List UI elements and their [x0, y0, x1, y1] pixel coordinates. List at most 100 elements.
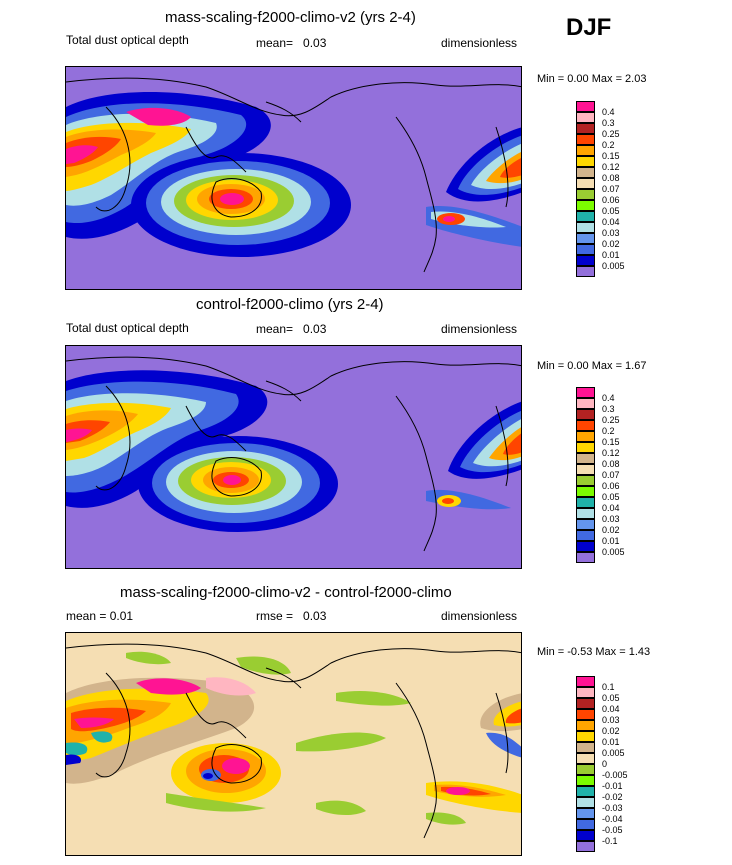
panel-1-colorbar-label: 0.03: [602, 228, 620, 238]
panel-1-colorbar-swatch: [576, 211, 595, 222]
panel-3-colorbar-swatch: [576, 786, 595, 797]
panel-1-colorbar-label: 0.06: [602, 195, 620, 205]
panel-1-colorbar-label: 0.005: [602, 261, 625, 271]
panel-3-colorbar-swatch: [576, 797, 595, 808]
panel-3-colorbar-swatch: [576, 742, 595, 753]
panel-2-colorbar-label: 0.08: [602, 459, 620, 469]
panel-2-colorbar-swatch: [576, 519, 595, 530]
panel-3-colorbar-swatch: [576, 687, 595, 698]
panel-2-colorbar-label: 0.25: [602, 415, 620, 425]
panel-3-colorbar-swatch: [576, 676, 595, 687]
panel-1-colorbar-swatch: [576, 134, 595, 145]
panel-1-colorbar-swatch: [576, 123, 595, 134]
panel-2-colorbar-swatch: [576, 497, 595, 508]
panel-2-colorbar-swatch: [576, 530, 595, 541]
panel-1-colorbar-swatch: [576, 167, 595, 178]
panel-1-minmax: Min = 0.00 Max = 2.03: [537, 73, 647, 85]
panel-1-colorbar-label: 0.25: [602, 129, 620, 139]
panel-1-colorbar-swatch: [576, 112, 595, 123]
panel-2-colorbar-swatch: [576, 453, 595, 464]
panel-1-map: [65, 66, 522, 290]
panel-3-colorbar-label: -0.1: [602, 836, 618, 846]
panel-2-colorbar-swatch: [576, 541, 595, 552]
panel-2-map-svg: [66, 346, 521, 568]
panel-1-colorbar-swatch: [576, 266, 595, 277]
panel-2-colorbar-label: 0.005: [602, 547, 625, 557]
panel-1-colorbar-label: 0.07: [602, 184, 620, 194]
panel-1-colorbar-swatch: [576, 244, 595, 255]
panel-3-colorbar-label: 0.02: [602, 726, 620, 736]
panel-1-mean-label: mean= 0.03: [256, 36, 326, 50]
panel-2-colorbar-label: 0.04: [602, 503, 620, 513]
panel-1-colorbar-label: 0.08: [602, 173, 620, 183]
panel-2-colorbar-label: 0.07: [602, 470, 620, 480]
panel-3-map-svg: [66, 633, 521, 855]
panel-2-variable-label: Total dust optical depth: [66, 321, 189, 335]
panel-2-mean-value: 0.03: [303, 322, 327, 336]
panel-2-colorbar-label: 0.01: [602, 536, 620, 546]
panel-1-colorbar-swatch: [576, 200, 595, 211]
panel-2-colorbar-swatch: [576, 420, 595, 431]
panel-3-colorbar-swatch: [576, 775, 595, 786]
panel-3-colorbar-label: -0.02: [602, 792, 623, 802]
season-label: DJF: [566, 14, 612, 41]
panel-1-colorbar-label: 0.01: [602, 250, 620, 260]
panel-3-rmse-label: rmse = 0.03: [256, 609, 326, 623]
panel-3-map: [65, 632, 522, 856]
panel-2-colorbar-swatch: [576, 475, 595, 486]
panel-2-colorbar-label: 0.05: [602, 492, 620, 502]
panel-3-colorbar-swatch: [576, 753, 595, 764]
panel-2-colorbar-swatch: [576, 431, 595, 442]
panel-3-colorbar-label: 0: [602, 759, 608, 769]
panel-2-units: dimensionless: [441, 322, 518, 336]
panel-1-colorbar-swatch: [576, 222, 595, 233]
panel-2-colorbar-label: 0.03: [602, 514, 620, 524]
panel-2-minmax: Min = 0.00 Max = 1.67: [537, 360, 647, 372]
panel-1-colorbar-swatch: [576, 255, 595, 266]
panel-3-colorbar-swatch: [576, 830, 595, 841]
panel-3-title: mass-scaling-f2000-climo-v2 - control-f2…: [120, 584, 452, 601]
panel-1-units: dimensionless: [441, 36, 518, 50]
panel-3-colorbar-swatch: [576, 698, 595, 709]
panel-1-colorbar-label: 0.2: [602, 140, 615, 150]
panel-3-colorbar-label: 0.01: [602, 737, 620, 747]
panel-1-variable-label: Total dust optical depth: [66, 33, 189, 47]
panel-2-mean-key: mean=: [256, 322, 294, 336]
panel-1-colorbar-label: 0.04: [602, 217, 620, 227]
panel-1-colorbar-label: 0.12: [602, 162, 620, 172]
panel-3-colorbar-label: -0.05: [602, 825, 623, 835]
panel-1-colorbar-swatch: [576, 145, 595, 156]
panel-2-colorbar-label: 0.3: [602, 404, 615, 414]
panel-1-colorbar-swatch: [576, 101, 595, 112]
panel-3-rmse-key: rmse =: [256, 609, 294, 623]
panel-1-colorbar-label: 0.15: [602, 151, 620, 161]
panel-3-rmse-value: 0.03: [303, 609, 327, 623]
panel-2-colorbar-swatch: [576, 508, 595, 519]
panel-3-colorbar-label: 0.1: [602, 682, 615, 692]
panel-1-colorbar-label: 0.4: [602, 107, 615, 117]
panel-3-colorbar-swatch: [576, 819, 595, 830]
panel-2-colorbar-swatch: [576, 387, 595, 398]
panel-2-colorbar-swatch: [576, 409, 595, 420]
panel-1-title: mass-scaling-f2000-climo-v2 (yrs 2-4): [165, 9, 416, 26]
panel-1-colorbar-label: 0.3: [602, 118, 615, 128]
panel-1-colorbar-swatch: [576, 156, 595, 167]
panel-2-colorbar-swatch: [576, 552, 595, 563]
panel-3-colorbar-swatch: [576, 841, 595, 852]
panel-3-colorbar-label: 0.03: [602, 715, 620, 725]
panel-1-mean-value: 0.03: [303, 36, 327, 50]
panel-3-colorbar-label: 0.005: [602, 748, 625, 758]
panel-2-colorbar-label: 0.15: [602, 437, 620, 447]
panel-2-colorbar-swatch: [576, 442, 595, 453]
panel-3-mean-label: mean = 0.01: [66, 609, 134, 623]
panel-3-colorbar-label: -0.005: [602, 770, 628, 780]
panel-1-colorbar-swatch: [576, 178, 595, 189]
panel-3-colorbar-swatch: [576, 764, 595, 775]
panel-3-colorbar-label: 0.05: [602, 693, 620, 703]
panel-1-mean-key: mean=: [256, 36, 294, 50]
panel-2-mean-label: mean= 0.03: [256, 322, 326, 336]
panel-3-colorbar-swatch: [576, 808, 595, 819]
panel-3-units: dimensionless: [441, 609, 518, 623]
panel-2-colorbar-label: 0.12: [602, 448, 620, 458]
panel-2-colorbar-swatch: [576, 398, 595, 409]
